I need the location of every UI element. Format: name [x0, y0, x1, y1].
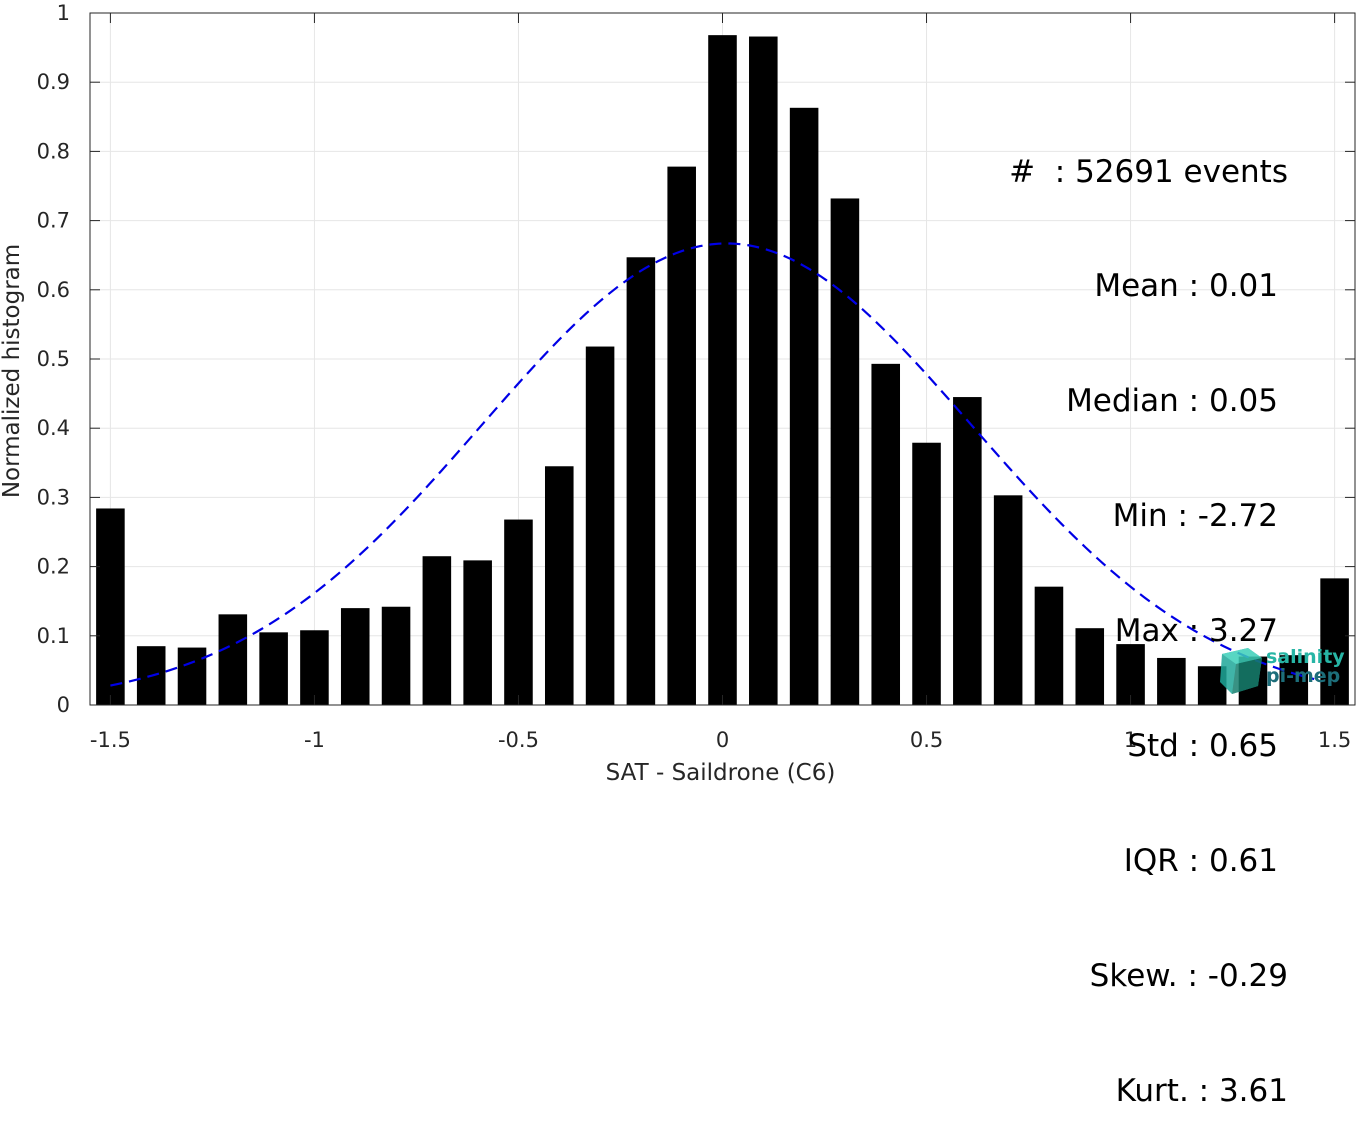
y-tick-label: 0.2 [37, 555, 70, 579]
histogram-chart: -1.5 -1 -0.5 0 0.5 1 1.5 0 0.1 0.2 0.3 0.4 0.5 0.6 0.7… [0, 1, 1356, 785]
histogram-bar [871, 363, 901, 705]
histogram-bar [300, 630, 329, 705]
histogram-bar [177, 647, 207, 705]
histogram-bar [1157, 657, 1186, 705]
y-tick-label: 0 [57, 693, 70, 717]
stat-std: Std : 0.65 [1127, 728, 1278, 765]
y-tick-label: 0.5 [37, 347, 70, 371]
stat-max: Max : 3.27 [1114, 613, 1278, 650]
y-tick-label: 0.8 [37, 139, 70, 163]
x-tick-label: -1 [304, 728, 325, 752]
bars [96, 35, 1349, 706]
histogram-bar [381, 606, 411, 705]
y-tick-label: 0.6 [37, 278, 70, 302]
histogram-bar [667, 166, 696, 705]
logo-line2: pi-mep [1266, 665, 1341, 687]
histogram-bar [422, 556, 452, 705]
histogram-bar [96, 508, 125, 705]
stat-mean: Mean : 0.01 [1094, 268, 1278, 305]
x-tick-label: 1.5 [1318, 728, 1351, 752]
stat-median: Median : 0.05 [1066, 383, 1278, 420]
x-tick-label: 1 [1124, 728, 1137, 752]
axis-ticks: -1.5 -1 -0.5 0 0.5 1 1.5 0 0.1 0.2 0.3 0.4 0.5 0.6 0.7… [37, 1, 1355, 752]
x-axis-label: SAT - Saildrone (C6) [606, 760, 836, 785]
logo-line1: salinity [1266, 646, 1345, 668]
y-tick-label: 0.4 [37, 416, 70, 440]
histogram-bar [463, 560, 492, 705]
histogram-bar [1034, 586, 1064, 705]
logo-cube-icon [1220, 648, 1262, 694]
stat-skew: Skew. : -0.29 [1089, 957, 1288, 994]
y-tick-label: 0.3 [37, 485, 70, 509]
logo-text: salinity pi-mep [1266, 648, 1345, 686]
histogram-bar [259, 632, 288, 705]
histogram-bar [340, 608, 370, 705]
histogram-bar [1320, 578, 1349, 705]
histogram-bar [585, 346, 615, 705]
histogram-bar [708, 35, 737, 706]
histogram-bar [626, 257, 656, 705]
histogram-bar [749, 36, 778, 705]
y-tick-label: 0.1 [37, 624, 70, 648]
stat-min: Min : -2.72 [1112, 498, 1278, 535]
histogram-bar [1075, 628, 1105, 705]
x-tick-label: -0.5 [498, 728, 539, 752]
y-axis-label: Normalized histogram [0, 244, 25, 498]
y-tick-label: 0.7 [37, 209, 70, 233]
histogram-bar [504, 519, 533, 705]
y-tick-label: 1 [57, 1, 70, 25]
histogram-bar [1116, 644, 1145, 705]
stat-kurt: Kurt. : 3.61 [1115, 1072, 1288, 1109]
histogram-bar [953, 397, 982, 705]
x-tick-label: -1.5 [90, 728, 131, 752]
histogram-bar [544, 466, 574, 705]
histogram-bar [993, 495, 1023, 705]
histogram-bar [1279, 655, 1309, 705]
histogram-bar [218, 614, 248, 705]
x-tick-label: 0.5 [910, 728, 943, 752]
normal-fit-curve [110, 242, 1315, 687]
stat-iqr: IQR : 0.61 [1123, 842, 1278, 879]
stat-events: # : 52691 events [1009, 153, 1288, 190]
histogram-bar [789, 107, 819, 705]
y-tick-label: 0.9 [37, 70, 70, 94]
statistics-annotation: # : 52691 events Mean : 0.01 Median : 0.… [1009, 76, 1288, 1148]
x-tick-label: 0 [716, 728, 729, 752]
histogram-bar [912, 442, 941, 705]
histogram-bar [830, 198, 860, 705]
salinity-pimep-logo: salinity pi-mep [1218, 646, 1348, 696]
